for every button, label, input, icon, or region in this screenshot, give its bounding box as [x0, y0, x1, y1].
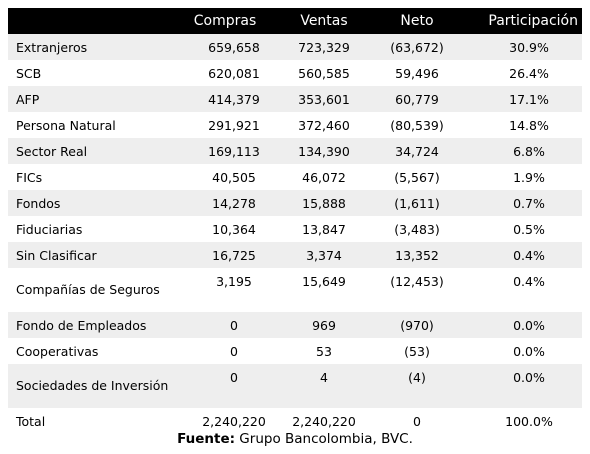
cell-ventas: 53: [316, 343, 332, 359]
cell-compras: 291,921: [208, 117, 260, 133]
cell-compras: 0: [230, 370, 238, 385]
cell-ventas: 723,329: [298, 39, 350, 55]
cell-participacion: 0.0%: [513, 370, 545, 385]
table-row: AFP 414,379 353,601 60,779 17.1%: [8, 86, 582, 112]
row-label: Cooperativas: [16, 343, 99, 359]
row-label: SCB: [16, 65, 42, 81]
table-row: Fondo de Empleados 0 969 (970) 0.0%: [8, 312, 582, 338]
investor-flows-table: Compras Ventas Neto Participación Extran…: [8, 8, 582, 434]
header-label: [8, 8, 174, 34]
cell-compras: 2,240,220: [202, 413, 266, 429]
cell-ventas: 560,585: [298, 65, 350, 81]
cell-compras: 0: [230, 317, 238, 333]
cell-ventas: 13,847: [302, 221, 346, 237]
cell-neto: (63,672): [390, 39, 444, 55]
table-row: Fondos 14,278 15,888 (1,611) 0.7%: [8, 190, 582, 216]
cell-compras: 10,364: [212, 221, 256, 237]
row-label: Fondo de Empleados: [16, 317, 147, 333]
cell-neto: 59,496: [395, 65, 439, 81]
cell-compras: 620,081: [208, 65, 260, 81]
cell-compras: 16,725: [212, 247, 256, 263]
cell-participacion: 0.7%: [513, 195, 545, 211]
cell-participacion: 26.4%: [509, 65, 549, 81]
cell-neto: (3,483): [394, 221, 440, 237]
header-neto: Neto: [400, 13, 434, 29]
cell-ventas: 4: [320, 370, 328, 385]
cell-neto: (4): [408, 370, 426, 385]
table-row: Cooperativas 0 53 (53) 0.0%: [8, 338, 582, 364]
row-label: AFP: [16, 91, 40, 107]
cell-participacion: 0.5%: [513, 221, 545, 237]
cell-neto: 13,352: [395, 247, 439, 263]
cell-ventas: 969: [312, 317, 336, 333]
cell-neto: (53): [404, 343, 430, 359]
row-label: Persona Natural: [16, 117, 116, 133]
cell-ventas: 46,072: [302, 169, 346, 185]
header-row: Compras Ventas Neto Participación: [8, 8, 582, 34]
table-row-total: Total 2,240,220 2,240,220 0 100.0%: [8, 408, 582, 434]
cell-participacion: 17.1%: [509, 91, 549, 107]
row-label: Sector Real: [16, 143, 88, 159]
header-compras: Compras: [193, 13, 257, 29]
table-row: Sociedades de Inversión 0 4 (4) 0.0%: [8, 364, 582, 408]
cell-neto: 0: [413, 413, 421, 429]
cell-compras: 0: [230, 343, 238, 359]
table-row: Sin Clasificar 16,725 3,374 13,352 0.4%: [8, 242, 582, 268]
cell-ventas: 15,649: [302, 274, 346, 289]
cell-neto: (12,453): [390, 274, 444, 289]
table-row: SCB 620,081 560,585 59,496 26.4%: [8, 60, 582, 86]
header-ventas: Ventas: [300, 13, 348, 29]
table-row: Persona Natural 291,921 372,460 (80,539)…: [8, 112, 582, 138]
source-label: Fuente:: [177, 431, 236, 447]
cell-ventas: 134,390: [298, 143, 350, 159]
row-label: Sin Clasificar: [16, 247, 97, 263]
cell-participacion: 1.9%: [513, 169, 545, 185]
cell-neto: (1,611): [394, 195, 440, 211]
cell-compras: 40,505: [212, 169, 256, 185]
table-row: Extranjeros 659,658 723,329 (63,672) 30.…: [8, 34, 582, 60]
source-note: Fuente: Grupo Bancolombia, BVC.: [0, 431, 590, 447]
cell-participacion: 0.0%: [513, 317, 545, 333]
cell-compras: 3,195: [216, 274, 252, 289]
cell-participacion: 14.8%: [509, 117, 549, 133]
cell-participacion: 0.4%: [513, 274, 545, 289]
cell-neto: (970): [400, 317, 434, 333]
cell-neto: 60,779: [395, 91, 439, 107]
table-row: Fiduciarias 10,364 13,847 (3,483) 0.5%: [8, 216, 582, 242]
cell-participacion: 6.8%: [513, 143, 545, 159]
cell-compras: 414,379: [208, 91, 260, 107]
row-label: Compañías de Seguros: [16, 282, 160, 297]
row-label: Fondos: [16, 195, 61, 211]
cell-participacion: 0.0%: [513, 343, 545, 359]
row-label: FICs: [16, 169, 43, 185]
row-label: Sociedades de Inversión: [16, 378, 169, 393]
cell-ventas: 3,374: [306, 247, 342, 263]
source-text: Grupo Bancolombia, BVC.: [235, 431, 413, 447]
cell-neto: 34,724: [395, 143, 439, 159]
cell-participacion: 100.0%: [505, 413, 553, 429]
cell-participacion: 0.4%: [513, 247, 545, 263]
cell-compras: 14,278: [212, 195, 256, 211]
row-label: Total: [16, 413, 46, 429]
row-label: Extranjeros: [16, 39, 88, 55]
table-row: FICs 40,505 46,072 (5,567) 1.9%: [8, 164, 582, 190]
cell-compras: 659,658: [208, 39, 260, 55]
cell-neto: (5,567): [394, 169, 440, 185]
cell-compras: 169,113: [208, 143, 260, 159]
cell-neto: (80,539): [390, 117, 444, 133]
cell-participacion: 30.9%: [509, 39, 549, 55]
table-row: Compañías de Seguros 3,195 15,649 (12,45…: [8, 268, 582, 312]
row-label: Fiduciarias: [16, 221, 83, 237]
table-row: Sector Real 169,113 134,390 34,724 6.8%: [8, 138, 582, 164]
header-participacion: Participación: [488, 13, 578, 29]
cell-ventas: 15,888: [302, 195, 346, 211]
cell-ventas: 2,240,220: [292, 413, 356, 429]
cell-ventas: 353,601: [298, 91, 350, 107]
cell-ventas: 372,460: [298, 117, 350, 133]
